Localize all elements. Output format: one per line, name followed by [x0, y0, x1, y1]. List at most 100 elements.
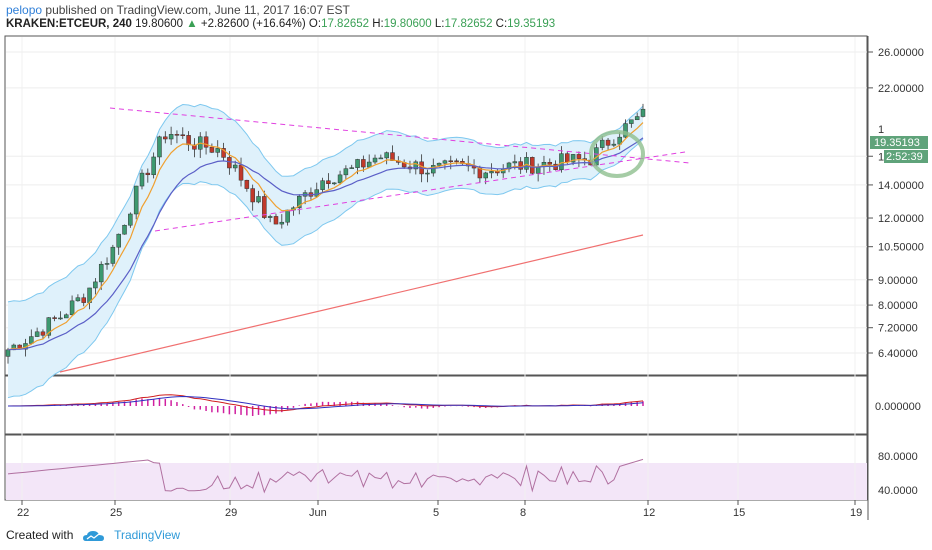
candle-up: [413, 161, 419, 170]
low-label: L:: [434, 18, 445, 30]
candle-up: [640, 108, 646, 117]
price-tick-label: 8.00000: [878, 300, 918, 312]
candle-up: [512, 161, 518, 164]
time-tick-label: 8: [520, 507, 526, 519]
candle-up: [104, 263, 110, 265]
candle-down: [273, 216, 279, 225]
rsi-line: [7, 458, 644, 494]
candle-up: [349, 167, 354, 169]
time-tick-label: Jun: [309, 507, 327, 519]
last-price-badge: [870, 136, 928, 149]
candle-down: [40, 331, 46, 336]
price-tick-label: 6.40000: [878, 348, 918, 360]
high-label: H:: [372, 18, 384, 30]
high-value: 19.80600: [383, 18, 432, 30]
candle-down: [81, 297, 86, 303]
candle-down: [454, 160, 459, 163]
candle-up: [425, 172, 430, 175]
moving-averages: [7, 122, 644, 373]
candle-up: [343, 168, 349, 176]
time-tick-label: 19: [850, 507, 862, 519]
candle-up: [384, 152, 389, 159]
candle-down: [530, 157, 535, 174]
tradingview-brand-link[interactable]: TradingView: [114, 528, 181, 542]
candle-up: [372, 157, 378, 163]
rsi-band: [6, 463, 867, 500]
author-link[interactable]: pelopo: [6, 3, 43, 17]
time-tick-label: 5: [433, 507, 439, 519]
last-price: 19.80600: [135, 18, 184, 30]
candle-down: [518, 161, 523, 170]
candle-up: [314, 189, 320, 197]
time-tick-label: 25: [110, 507, 122, 519]
candle-up: [64, 314, 69, 319]
candle-up: [634, 116, 640, 121]
macd-pane: [4, 375, 868, 435]
last-price-badge-text: 19.35193: [874, 137, 920, 149]
candle-up: [157, 136, 162, 158]
time-tick-label: 15: [733, 507, 745, 519]
candle-up: [337, 174, 343, 184]
candle-up: [5, 349, 11, 357]
candle-up: [623, 123, 628, 138]
open-label: O:: [308, 18, 322, 30]
timer-badge: [884, 150, 928, 163]
price-tick-label: 1: [878, 124, 884, 136]
symbol-label: KRAKEN:ETCEUR, 240: [6, 18, 132, 30]
candle-up: [599, 139, 605, 148]
candle-down: [262, 196, 267, 218]
tradingview-cloud-icon: [82, 530, 104, 541]
candle-down: [244, 179, 250, 189]
descending-trendline: [109, 107, 691, 164]
candle-down: [227, 157, 232, 169]
grid: [6, 37, 867, 500]
price-tick-label: 26.00000: [878, 47, 924, 59]
candle-down: [221, 148, 226, 158]
candle-down: [576, 154, 582, 159]
price-tick-label: 7.20000: [878, 323, 918, 335]
candle-up: [431, 165, 436, 174]
price-tick-label: 10.50000: [878, 242, 924, 254]
candle-up: [355, 159, 360, 168]
price-axis: 26.0000022.0000016.0000014.0000012.00000…: [868, 47, 924, 497]
candle-up: [320, 180, 325, 190]
candle-up: [436, 162, 442, 166]
time-tick-label: 29: [225, 507, 237, 519]
candle-up: [93, 281, 98, 289]
time-tick-label: 12: [643, 507, 655, 519]
macd-tick-label: 0.000000: [875, 401, 921, 413]
candle-up: [168, 134, 174, 140]
price-pane: [4, 35, 868, 376]
candle-up: [279, 221, 285, 225]
price-tick-label: 22.00000: [878, 83, 924, 95]
bb-lower: [7, 138, 644, 399]
candle-up: [535, 166, 541, 174]
breakout-circle: [589, 130, 645, 178]
ema-slow-line: [7, 137, 644, 351]
candle-down: [174, 134, 180, 136]
candle-up: [331, 182, 337, 185]
candle-down: [250, 188, 255, 203]
candle-up: [46, 317, 52, 336]
candle-up: [442, 160, 448, 164]
signal-line: [8, 395, 644, 410]
macd-indicator: [7, 394, 644, 416]
time-axis: 22 25 29 Jun 5 8 12 15 19: [17, 500, 862, 519]
candle-down: [163, 136, 168, 140]
footer: Created with TradingView: [6, 528, 180, 542]
candle-up: [151, 156, 156, 176]
candle-up: [524, 157, 529, 170]
candle-up: [489, 171, 494, 174]
candle-up: [116, 233, 121, 248]
time-tick-label: 22: [17, 507, 29, 519]
candle-down: [326, 180, 331, 184]
created-with-text: Created with: [6, 528, 74, 542]
trendlines: [109, 107, 691, 232]
candle-up: [559, 153, 564, 170]
macd-line: [7, 394, 644, 412]
candle-up: [617, 136, 622, 145]
candle-up: [69, 300, 75, 316]
bb-fill: [8, 104, 643, 398]
candle-up: [133, 185, 139, 215]
